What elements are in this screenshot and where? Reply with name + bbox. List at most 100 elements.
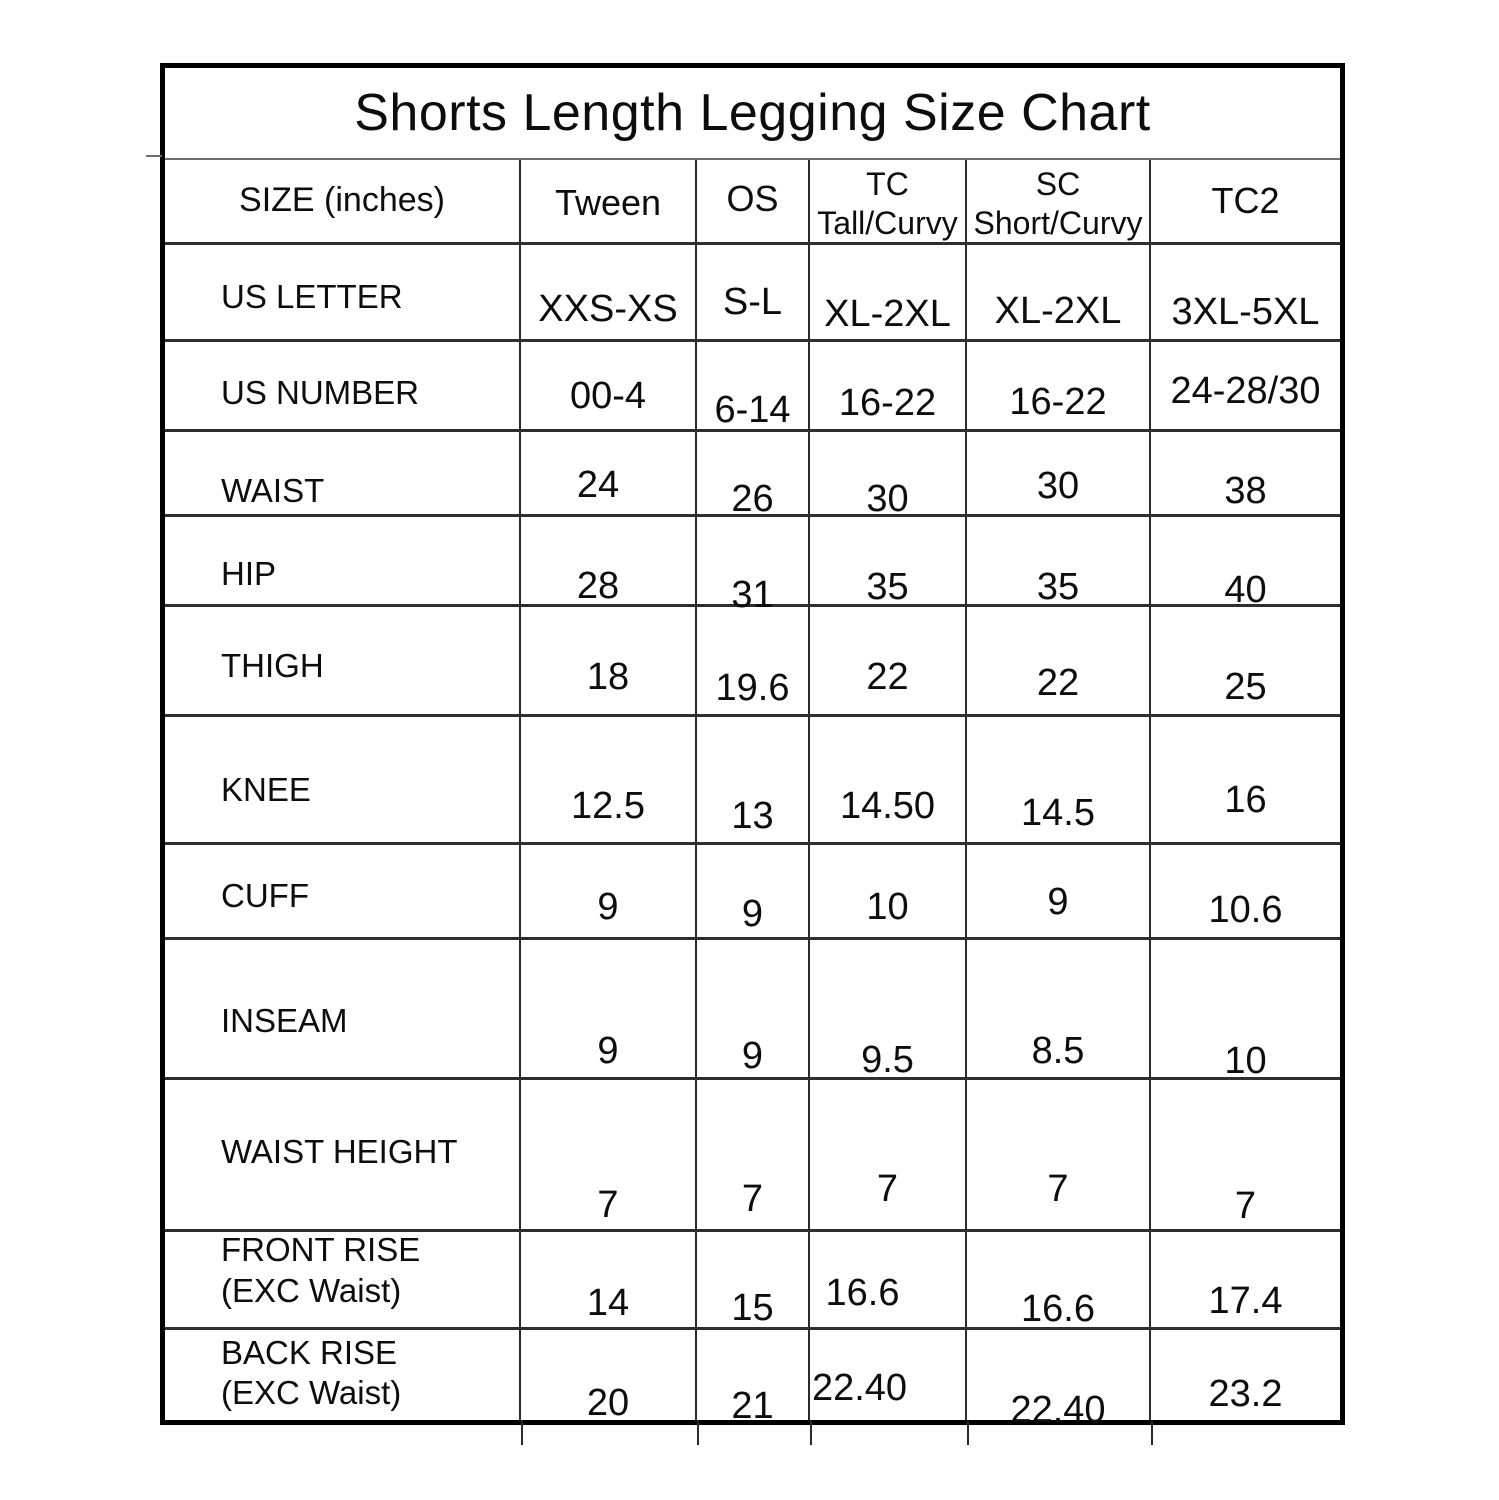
row-label-cell: CUFF — [165, 845, 521, 937]
value-cell: 30 — [967, 432, 1151, 514]
value-cell: 9 — [697, 940, 810, 1077]
value-cell: 25 — [1151, 607, 1340, 714]
cell-value: 9.5 — [861, 1039, 914, 1082]
cell-value: 26 — [731, 477, 774, 520]
row-label-cell: US NUMBER — [165, 342, 521, 429]
column-line-stub — [521, 1421, 523, 1445]
value-cell: 23.2 — [1151, 1330, 1340, 1420]
row-inseam: INSEAM 9 9 9.5 8.5 10 — [165, 940, 1340, 1082]
value-cell: 7 — [967, 1080, 1151, 1229]
row-label-cell: HIP — [165, 517, 521, 604]
cell-value: 22 — [866, 656, 909, 699]
cell-value: 30 — [866, 477, 909, 520]
row-knee: KNEE 12.5 13 14.50 14.5 16 — [165, 717, 1340, 845]
value-cell: 9 — [521, 845, 697, 937]
column-line-stub — [1151, 1421, 1153, 1445]
column-line-stub — [810, 1421, 812, 1445]
value-cell: 9 — [521, 940, 697, 1077]
cell-value: 7 — [1047, 1168, 1069, 1211]
cell-value: 16.6 — [1021, 1288, 1095, 1331]
row-label: THIGH — [221, 647, 324, 685]
value-cell: 12.5 — [521, 717, 697, 842]
row-hip: HIP 28 31 35 35 40 — [165, 517, 1340, 616]
cell-value: 9 — [597, 885, 619, 928]
row-label-cell: KNEE — [165, 717, 521, 842]
col-header-size: SIZE (inches) — [165, 160, 521, 242]
value-cell: 35 — [967, 517, 1151, 608]
value-cell: 26 — [697, 432, 810, 520]
value-cell: 22.40 — [967, 1330, 1151, 1431]
cell-value: 7 — [1234, 1185, 1257, 1228]
cell-value: 22.40 — [1010, 1388, 1106, 1431]
value-cell: 17.4 — [1151, 1232, 1340, 1327]
cell-value: 15 — [731, 1287, 774, 1330]
cell-value: 3XL-5XL — [1171, 290, 1320, 333]
value-cell: 13 — [697, 717, 810, 842]
cell-value: 16.6 — [825, 1272, 900, 1315]
row-label-cell: US LETTER — [165, 245, 521, 339]
cell-value: 00-4 — [569, 375, 647, 418]
value-cell: 15 — [697, 1232, 810, 1329]
value-cell: 38 — [1151, 432, 1340, 514]
cell-value: 9 — [741, 1035, 764, 1078]
cell-value: 18 — [586, 656, 630, 699]
column-line-stub — [697, 1421, 699, 1445]
value-cell: 7 — [1151, 1080, 1340, 1229]
value-cell: S-L — [697, 245, 810, 339]
value-cell: 16 — [1151, 717, 1340, 842]
col-header-tc: TC Tall/Curvy — [810, 160, 967, 242]
row-label-cell: WAIST HEIGHT — [165, 1080, 521, 1229]
cell-value: 16 — [1224, 779, 1267, 822]
value-cell: 22 — [810, 607, 967, 714]
row-label-cell: BACK RISE (EXC Waist) — [165, 1330, 521, 1420]
cell-value: 9 — [597, 1030, 619, 1073]
value-cell: 14 — [521, 1232, 697, 1327]
value-cell: 22.40 — [810, 1330, 967, 1420]
row-label: HIP — [221, 555, 277, 593]
value-cell: XL-2XL — [810, 245, 967, 339]
cell-value: 30 — [1036, 464, 1080, 507]
row-front-rise: FRONT RISE (EXC Waist) 14 15 16.6 16.6 1… — [165, 1231, 1340, 1331]
cell-value: 40 — [1224, 569, 1267, 612]
value-cell: 10.6 — [1151, 845, 1340, 937]
row-label: FRONT RISE (EXC Waist) — [221, 1231, 421, 1309]
cell-value: XL-2XL — [824, 292, 951, 335]
row-label-cell: FRONT RISE (EXC Waist) — [165, 1231, 521, 1327]
title-underline-artifact — [146, 155, 162, 157]
cell-value: 13 — [731, 795, 774, 838]
value-cell: 9.5 — [810, 940, 967, 1081]
value-cell: 16-22 — [967, 342, 1151, 429]
value-cell: 14.5 — [967, 717, 1151, 842]
value-cell: 00-4 — [521, 342, 697, 429]
value-cell: 14.50 — [810, 717, 967, 842]
value-cell: 3XL-5XL — [1151, 245, 1340, 339]
row-label-cell: WAIST — [165, 432, 521, 514]
column-line-stub — [967, 1421, 969, 1445]
row-us-letter: US LETTER XXS-XS S-L XL-2XL XL-2XL 3XL-5… — [165, 245, 1340, 342]
row-label: KNEE — [221, 771, 311, 809]
value-cell: 7 — [521, 1080, 697, 1229]
value-cell: 30 — [810, 432, 967, 520]
row-label: US LETTER — [221, 277, 403, 315]
value-cell: 24-28/30 — [1151, 342, 1340, 429]
cell-value: 23.2 — [1208, 1372, 1283, 1415]
row-waist-height: WAIST HEIGHT 7 7 7 7 7 — [165, 1080, 1340, 1232]
cell-value: 10 — [1224, 1040, 1267, 1083]
cell-value: 8.5 — [1031, 1030, 1085, 1073]
value-cell: 10 — [1151, 940, 1340, 1082]
cell-value: 22 — [1036, 662, 1080, 705]
cell-value: 6-14 — [714, 389, 791, 432]
value-cell: 24 — [521, 432, 697, 514]
col-header-sc-label: SC Short/Curvy — [973, 165, 1143, 241]
cell-value: 14.50 — [839, 785, 936, 828]
value-cell: 22 — [967, 607, 1151, 714]
value-cell: 16-22 — [810, 342, 967, 429]
col-header-os-label: OS — [726, 178, 779, 220]
value-cell: 9 — [967, 845, 1151, 937]
value-cell: 20 — [521, 1330, 697, 1424]
cell-value: 7 — [876, 1168, 899, 1211]
row-label: INSEAM — [221, 1002, 348, 1040]
value-cell: 31 — [697, 517, 810, 616]
chart-title: Shorts Length Legging Size Chart — [165, 68, 1340, 160]
row-us-number: US NUMBER 00-4 6-14 16-22 16-22 24-28/30 — [165, 342, 1340, 432]
